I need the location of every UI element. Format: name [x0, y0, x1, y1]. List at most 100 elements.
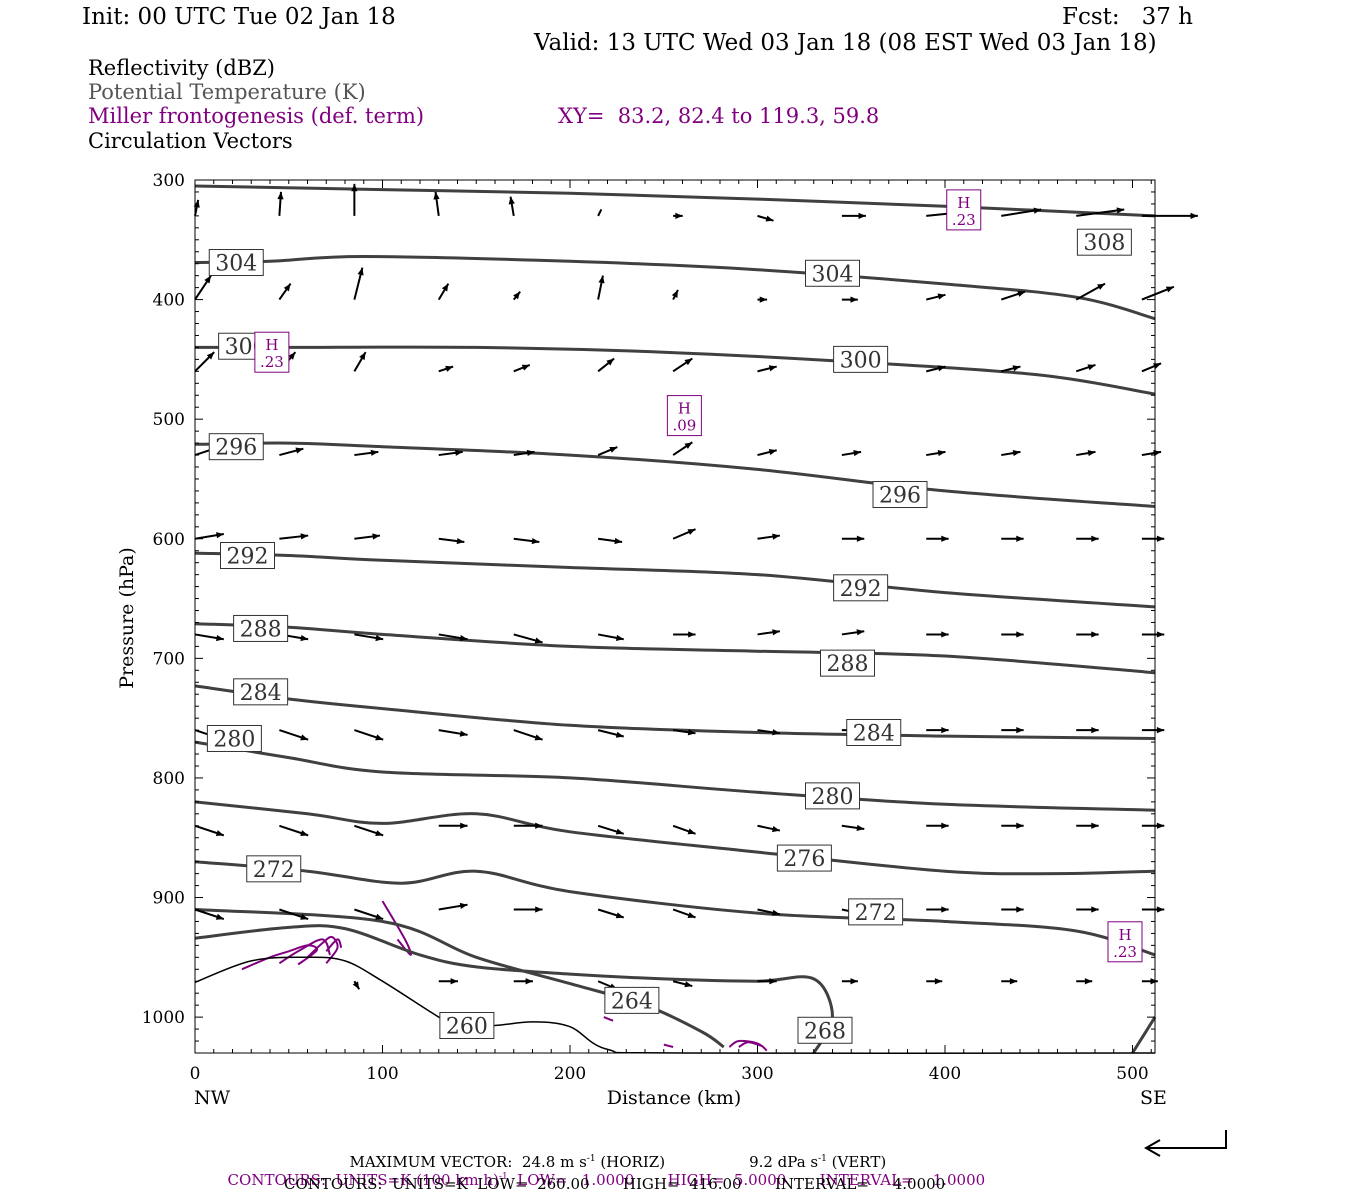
circulation-vector	[757, 365, 777, 373]
circulation-vector	[597, 446, 618, 456]
circulation-vector	[757, 214, 774, 222]
circulation-vector	[597, 633, 624, 641]
svg-text:304: 304	[215, 252, 257, 277]
circulation-vector	[672, 729, 696, 736]
valid-time: Valid: 13 UTC Wed 03 Jan 18 (08 EST Wed …	[534, 30, 1157, 56]
theta-contour	[194, 908, 725, 1049]
y-tick-label: 900	[153, 889, 185, 909]
circulation-vector	[926, 978, 943, 985]
svg-text:300: 300	[840, 348, 882, 373]
theta-contour	[194, 254, 1156, 321]
x-axis-label: Distance (km)	[607, 1087, 742, 1109]
circulation-vector	[757, 978, 777, 985]
circulation-vector	[1076, 535, 1099, 542]
svg-text:288: 288	[240, 617, 282, 642]
x-tick-label: 100	[366, 1064, 398, 1084]
fronto-contour-range: LOW= 1.0000 HIGH= 5.0000 INTERVAL= 1.000…	[507, 1171, 986, 1189]
circulation-vector	[1141, 212, 1198, 219]
theta-contour-info: CONTOURS: UNITS=K LOW= 260.00 HIGH= 416.…	[284, 1175, 946, 1193]
plot-frame	[194, 179, 1156, 1054]
circulation-vector	[926, 631, 949, 638]
circulation-vector	[1001, 535, 1024, 542]
circulation-vector	[1001, 365, 1021, 373]
svg-text:296: 296	[879, 484, 921, 509]
circulation-vector	[438, 978, 458, 985]
circulation-vector	[757, 449, 777, 457]
circulation-vector	[1001, 906, 1024, 913]
theta-contour	[1131, 1016, 1157, 1054]
circulation-vector	[353, 351, 367, 372]
circulation-vector	[597, 275, 605, 300]
circulation-vector	[673, 212, 683, 219]
circulation-vector	[508, 196, 515, 217]
max-vector-vert-unit: (VERT)	[826, 1153, 887, 1171]
circulation-vector	[672, 908, 696, 919]
svg-text:.09: .09	[672, 417, 696, 435]
circulation-vector	[438, 449, 463, 457]
circulation-vector	[194, 532, 224, 540]
circulation-vector	[354, 824, 384, 837]
max-vector-horiz-value: MAXIMUM VECTOR: 24.8 m s	[349, 1153, 587, 1171]
circulation-vector	[1001, 449, 1021, 457]
circulation-vector	[1001, 726, 1024, 734]
circulation-vector	[757, 533, 781, 540]
x-end-label-left: NW	[194, 1087, 231, 1109]
svg-text:268: 268	[804, 1019, 846, 1044]
svg-text:288: 288	[827, 652, 869, 677]
circulation-vector	[438, 365, 454, 373]
fronto-contour	[603, 1016, 614, 1022]
theta-contour-label: 304	[805, 259, 860, 287]
theta-contour-label: 288	[820, 649, 875, 677]
circulation-vector	[1076, 726, 1099, 734]
circulation-vector	[1076, 822, 1099, 829]
circulation-vector	[351, 183, 358, 216]
init-time: Init: 00 UTC Tue 02 Jan 18	[82, 4, 396, 30]
theta-contour-label: 300	[833, 345, 889, 373]
theta-contour-label: 268	[797, 1016, 853, 1044]
circulation-vector	[1075, 282, 1106, 301]
theta-contour-label: 304	[208, 249, 264, 277]
fronto-max-label: H.23	[946, 189, 982, 231]
circulation-vector	[354, 633, 384, 642]
circulation-vector	[1000, 290, 1026, 301]
circulation-vector	[757, 729, 781, 736]
circulation-vector	[672, 528, 696, 540]
y-tick-label: 500	[153, 410, 185, 430]
circulation-vector	[672, 824, 696, 835]
circulation-vector	[512, 290, 521, 301]
circulation-vector	[513, 364, 531, 373]
circulation-vector	[672, 441, 693, 456]
circulation-vector	[1001, 631, 1024, 638]
theta-contour-label: 280	[805, 782, 860, 810]
max-vector-horiz-exp: -1	[586, 1154, 596, 1164]
svg-text:H: H	[1118, 926, 1131, 944]
circulation-vector	[277, 191, 284, 216]
circulation-vector	[1076, 449, 1096, 457]
circulation-vector	[597, 729, 624, 738]
circulation-vector	[438, 902, 468, 911]
circulation-vector	[757, 629, 781, 636]
theta-contour-label: 292	[833, 574, 889, 602]
svg-text:292: 292	[840, 577, 882, 602]
circulation-vector	[597, 908, 625, 919]
fronto-contour	[325, 938, 343, 952]
circulation-vector	[926, 726, 949, 734]
circulation-vector	[438, 822, 468, 829]
svg-text:296: 296	[215, 436, 257, 461]
circulation-vector	[1001, 822, 1024, 829]
circulation-vector	[279, 908, 309, 921]
fronto-max-label: H.23	[254, 331, 290, 373]
svg-text:276: 276	[783, 847, 825, 872]
max-vector-vert-value: 9.2 dPa s	[749, 1153, 819, 1171]
circulation-vector	[597, 357, 615, 373]
theta-contour	[194, 622, 1156, 675]
circulation-vector	[1076, 207, 1125, 217]
theta-contour-label: 296	[208, 433, 264, 461]
theta-contour-label: 280	[206, 724, 262, 752]
y-tick-label: 400	[153, 291, 185, 311]
circulation-vector	[354, 533, 381, 540]
legend-vectors: Circulation Vectors	[88, 129, 293, 153]
fronto-max-label: H.23	[1107, 921, 1143, 963]
svg-text:292: 292	[227, 545, 269, 570]
circulation-vector	[354, 729, 384, 741]
